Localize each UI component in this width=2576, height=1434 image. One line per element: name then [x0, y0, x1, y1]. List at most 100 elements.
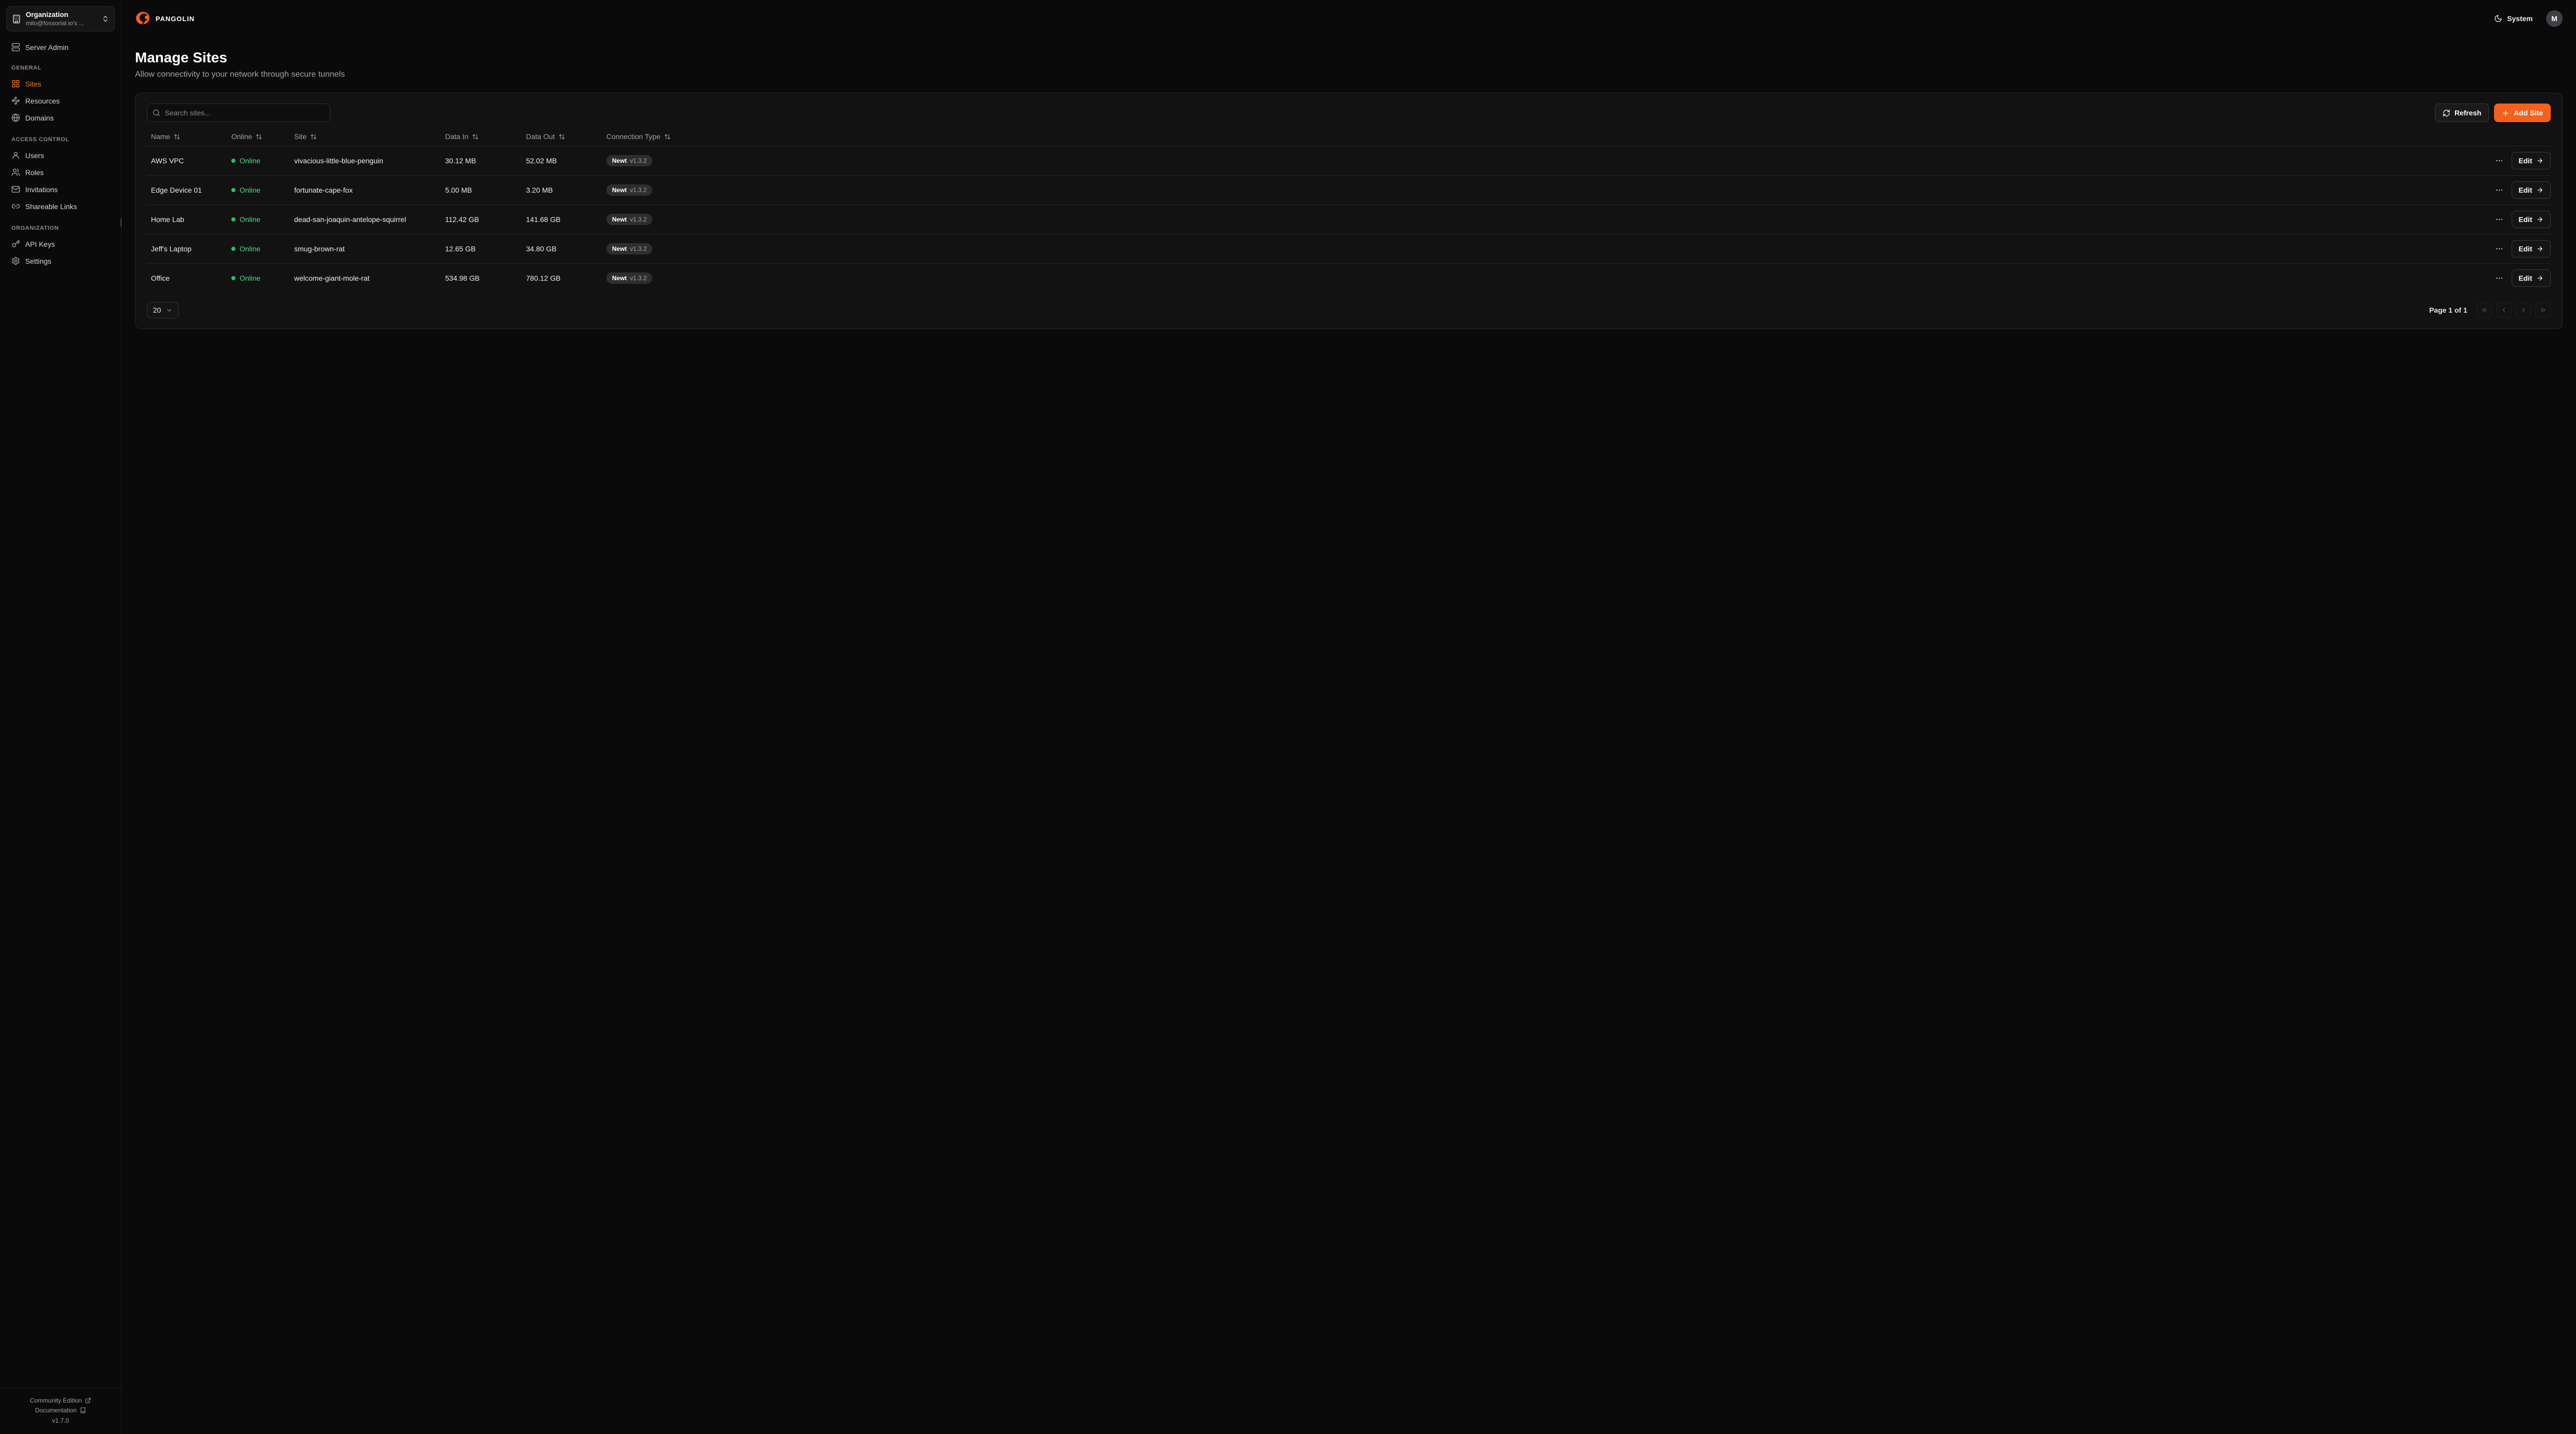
page-size-select[interactable]: 20: [147, 302, 179, 318]
table-header-row: Name Online Site Data In: [147, 127, 2551, 146]
column-header-online[interactable]: Online: [227, 127, 290, 146]
sidebar-resize-handle[interactable]: [121, 218, 122, 227]
row-menu-button[interactable]: [2493, 213, 2505, 226]
brand-name: PANGOLIN: [156, 14, 195, 23]
connection-type-cell: Newt v1.3.2: [602, 234, 2483, 263]
connection-version: v1.3.2: [630, 245, 647, 252]
table-row: Home Lab Online dead-san-joaquin-antelop…: [147, 204, 2551, 234]
sidebar-item-resources[interactable]: Resources: [6, 92, 115, 109]
connection-name: Newt: [612, 245, 627, 252]
connection-version: v1.3.2: [630, 157, 647, 164]
row-actions: Edit: [2483, 235, 2551, 263]
org-picker[interactable]: Organization milo@fossorial.io's ...: [6, 6, 115, 31]
sidebar-item-label: Shareable Links: [25, 202, 77, 211]
column-header-data-in[interactable]: Data In: [441, 127, 522, 146]
toolbar-buttons: Refresh Add Site: [2435, 104, 2551, 122]
column-label: Online: [231, 132, 252, 141]
prev-page-button[interactable]: [2496, 302, 2512, 318]
sidebar-item-users[interactable]: Users: [6, 147, 115, 164]
edit-button[interactable]: Edit: [2511, 211, 2551, 228]
add-site-button[interactable]: Add Site: [2494, 104, 2551, 122]
edit-button[interactable]: Edit: [2511, 269, 2551, 287]
sidebar-item-label: Resources: [25, 96, 60, 105]
refresh-label: Refresh: [2454, 109, 2482, 117]
connection-version: v1.3.2: [630, 216, 647, 223]
resources-waypoints-icon: [11, 96, 20, 105]
column-header-data-out[interactable]: Data Out: [522, 127, 602, 146]
theme-toggle-button[interactable]: System: [2491, 14, 2536, 23]
connection-name: Newt: [612, 275, 627, 282]
column-header-site[interactable]: Site: [290, 127, 441, 146]
sidebar-item-label: Roles: [25, 168, 44, 177]
arrow-right-icon: [2536, 157, 2544, 164]
row-actions: Edit: [2483, 206, 2551, 233]
sort-icon: [256, 133, 262, 140]
pagination: Page 1 of 1: [2429, 302, 2551, 318]
edit-button[interactable]: Edit: [2511, 181, 2551, 199]
org-picker-subtitle: milo@fossorial.io's ...: [26, 20, 84, 27]
sidebar-item-server-admin[interactable]: Server Admin: [6, 39, 115, 56]
row-menu-button[interactable]: [2493, 272, 2505, 284]
sidebar-item-domains[interactable]: Domains: [6, 109, 115, 126]
online-status-cell: Online: [227, 177, 290, 203]
sidebar-item-label: API Keys: [25, 240, 55, 248]
sidebar-item-label: Domains: [25, 113, 54, 122]
community-edition-link[interactable]: Community Edition: [5, 1397, 116, 1404]
page-indicator: Page 1 of 1: [2429, 306, 2467, 314]
sidebar-item-label: Server Admin: [25, 43, 69, 52]
site-slug-cell: dead-san-joaquin-antelope-squirrel: [294, 215, 406, 224]
key-icon: [11, 240, 20, 248]
online-status-text: Online: [240, 245, 261, 253]
site-name-cell: AWS VPC: [151, 157, 184, 165]
add-site-label: Add Site: [2514, 109, 2543, 117]
avatar[interactable]: M: [2546, 10, 2563, 27]
user-icon: [11, 151, 20, 160]
edit-button[interactable]: Edit: [2511, 152, 2551, 169]
page-subtitle: Allow connectivity to your network throu…: [135, 70, 345, 79]
sidebar-item-invitations[interactable]: Invitations: [6, 181, 115, 198]
sort-icon: [558, 133, 565, 140]
last-page-button[interactable]: [2535, 302, 2551, 318]
connection-version: v1.3.2: [630, 186, 647, 194]
sites-grid-icon: [11, 79, 20, 88]
community-edition-label: Community Edition: [30, 1397, 82, 1404]
sidebar-item-api-keys[interactable]: API Keys: [6, 235, 115, 252]
column-label: Data In: [445, 132, 469, 141]
documentation-link[interactable]: Documentation: [5, 1407, 116, 1414]
search-input[interactable]: [147, 104, 330, 122]
column-header-actions: [2483, 131, 2551, 142]
sidebar-item-roles[interactable]: Roles: [6, 164, 115, 181]
section-label-access-control: ACCESS CONTROL: [11, 136, 70, 143]
site-name-cell: Edge Device 01: [151, 186, 202, 194]
server-icon: [11, 43, 20, 52]
connection-badge: Newt v1.3.2: [606, 155, 653, 166]
data-out-cell: 34.80 GB: [526, 245, 557, 253]
column-header-name[interactable]: Name: [147, 127, 227, 146]
edit-label: Edit: [2518, 245, 2532, 253]
connection-type-cell: Newt v1.3.2: [602, 205, 2483, 234]
topbar-right: System M: [2491, 10, 2563, 27]
row-menu-button[interactable]: [2493, 184, 2505, 196]
section-label-organization: ORGANIZATION: [11, 225, 59, 231]
refresh-button[interactable]: Refresh: [2435, 104, 2489, 122]
table-row: AWS VPC Online vivacious-little-blue-pen…: [147, 146, 2551, 175]
first-page-button[interactable]: [2477, 302, 2492, 318]
edit-button[interactable]: Edit: [2511, 240, 2551, 258]
sidebar-item-shareable-links[interactable]: Shareable Links: [6, 198, 115, 215]
sidebar-item-sites[interactable]: Sites: [6, 75, 115, 92]
org-picker-text: Organization milo@fossorial.io's ...: [26, 11, 97, 27]
page-size-value: 20: [153, 306, 161, 314]
column-label: Connection Type: [606, 132, 660, 141]
table-footer: 20 Page 1 of 1: [147, 302, 2551, 318]
row-menu-button[interactable]: [2493, 243, 2505, 255]
site-slug-cell: vivacious-little-blue-penguin: [294, 157, 383, 165]
row-menu-button[interactable]: [2493, 155, 2505, 167]
link-icon: [11, 202, 20, 211]
next-page-button[interactable]: [2516, 302, 2531, 318]
column-header-connection-type[interactable]: Connection Type: [602, 127, 2483, 146]
connection-badge: Newt v1.3.2: [606, 243, 653, 254]
online-status-text: Online: [240, 274, 261, 282]
sidebar-item-settings[interactable]: Settings: [6, 252, 115, 269]
connection-badge: Newt v1.3.2: [606, 214, 653, 225]
